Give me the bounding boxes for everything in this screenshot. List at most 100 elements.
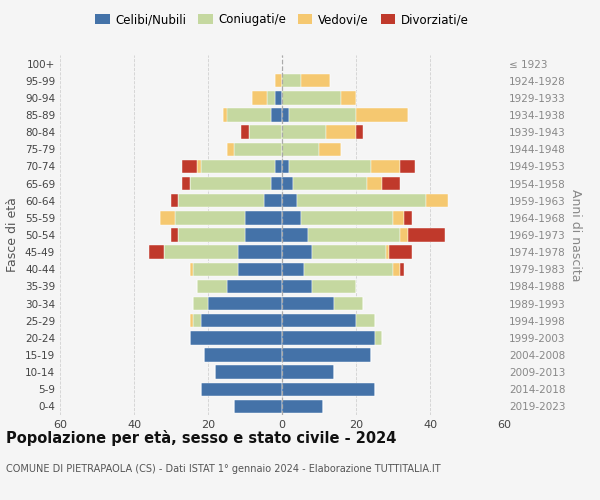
Bar xyxy=(356,314,374,328)
Bar xyxy=(282,262,304,276)
Bar xyxy=(234,142,282,156)
Bar xyxy=(215,366,282,379)
Bar xyxy=(234,400,282,413)
Bar xyxy=(190,314,193,328)
Bar xyxy=(200,314,282,328)
Bar xyxy=(282,194,297,207)
Bar xyxy=(197,280,227,293)
Bar xyxy=(238,262,282,276)
Bar xyxy=(190,331,282,344)
Bar xyxy=(178,228,245,241)
Bar xyxy=(164,246,238,259)
Bar xyxy=(193,262,238,276)
Bar xyxy=(371,160,400,173)
Bar xyxy=(241,126,249,139)
Bar xyxy=(304,262,393,276)
Bar xyxy=(341,91,356,104)
Bar xyxy=(193,314,200,328)
Bar xyxy=(282,177,293,190)
Bar xyxy=(171,228,178,241)
Bar xyxy=(182,160,197,173)
Bar xyxy=(238,246,282,259)
Bar xyxy=(149,246,164,259)
Bar xyxy=(301,211,393,224)
Bar xyxy=(367,177,382,190)
Bar xyxy=(319,142,341,156)
Text: Popolazione per età, sesso e stato civile - 2024: Popolazione per età, sesso e stato civil… xyxy=(6,430,397,446)
Bar xyxy=(223,108,227,122)
Bar xyxy=(311,246,386,259)
Bar xyxy=(393,211,404,224)
Bar xyxy=(178,194,263,207)
Bar xyxy=(393,262,400,276)
Bar xyxy=(282,246,311,259)
Bar xyxy=(382,177,400,190)
Bar xyxy=(301,74,330,88)
Bar xyxy=(263,194,282,207)
Bar xyxy=(245,211,282,224)
Bar xyxy=(404,211,412,224)
Bar xyxy=(311,280,356,293)
Bar xyxy=(289,108,356,122)
Bar xyxy=(282,91,341,104)
Bar xyxy=(227,280,282,293)
Bar xyxy=(227,108,271,122)
Bar xyxy=(190,262,193,276)
Bar xyxy=(245,228,282,241)
Bar xyxy=(208,297,282,310)
Bar xyxy=(289,160,371,173)
Bar xyxy=(282,297,334,310)
Bar xyxy=(326,126,356,139)
Bar xyxy=(282,228,308,241)
Bar xyxy=(282,314,356,328)
Bar xyxy=(282,142,319,156)
Bar xyxy=(282,366,334,379)
Bar xyxy=(204,348,282,362)
Bar xyxy=(408,228,445,241)
Bar xyxy=(275,160,282,173)
Bar xyxy=(175,211,245,224)
Bar xyxy=(253,91,267,104)
Bar xyxy=(386,246,389,259)
Bar xyxy=(275,74,282,88)
Bar xyxy=(282,108,289,122)
Bar xyxy=(282,280,311,293)
Bar xyxy=(400,160,415,173)
Bar xyxy=(282,126,326,139)
Text: COMUNE DI PIETRAPAOLA (CS) - Dati ISTAT 1° gennaio 2024 - Elaborazione TUTTITALI: COMUNE DI PIETRAPAOLA (CS) - Dati ISTAT … xyxy=(6,464,440,474)
Bar xyxy=(297,194,427,207)
Bar xyxy=(356,126,364,139)
Bar xyxy=(249,126,282,139)
Bar xyxy=(400,262,404,276)
Bar xyxy=(282,331,374,344)
Bar xyxy=(171,194,178,207)
Bar xyxy=(282,348,371,362)
Bar xyxy=(160,211,175,224)
Bar xyxy=(282,160,289,173)
Bar xyxy=(426,194,449,207)
Bar xyxy=(389,246,412,259)
Legend: Celibi/Nubili, Coniugati/e, Vedovi/e, Divorziati/e: Celibi/Nubili, Coniugati/e, Vedovi/e, Di… xyxy=(91,8,473,31)
Y-axis label: Fasce di età: Fasce di età xyxy=(7,198,19,272)
Bar xyxy=(308,228,400,241)
Bar xyxy=(182,177,190,190)
Bar xyxy=(282,74,301,88)
Bar xyxy=(193,297,208,310)
Bar xyxy=(334,297,364,310)
Bar xyxy=(400,228,408,241)
Bar xyxy=(190,177,271,190)
Bar xyxy=(282,211,301,224)
Bar xyxy=(197,160,200,173)
Bar xyxy=(271,108,282,122)
Bar xyxy=(200,160,275,173)
Bar xyxy=(275,91,282,104)
Bar xyxy=(267,91,275,104)
Bar xyxy=(271,177,282,190)
Bar xyxy=(293,177,367,190)
Bar xyxy=(227,142,234,156)
Y-axis label: Anni di nascita: Anni di nascita xyxy=(569,188,582,281)
Bar xyxy=(356,108,408,122)
Bar xyxy=(374,331,382,344)
Bar xyxy=(282,382,374,396)
Bar xyxy=(282,400,323,413)
